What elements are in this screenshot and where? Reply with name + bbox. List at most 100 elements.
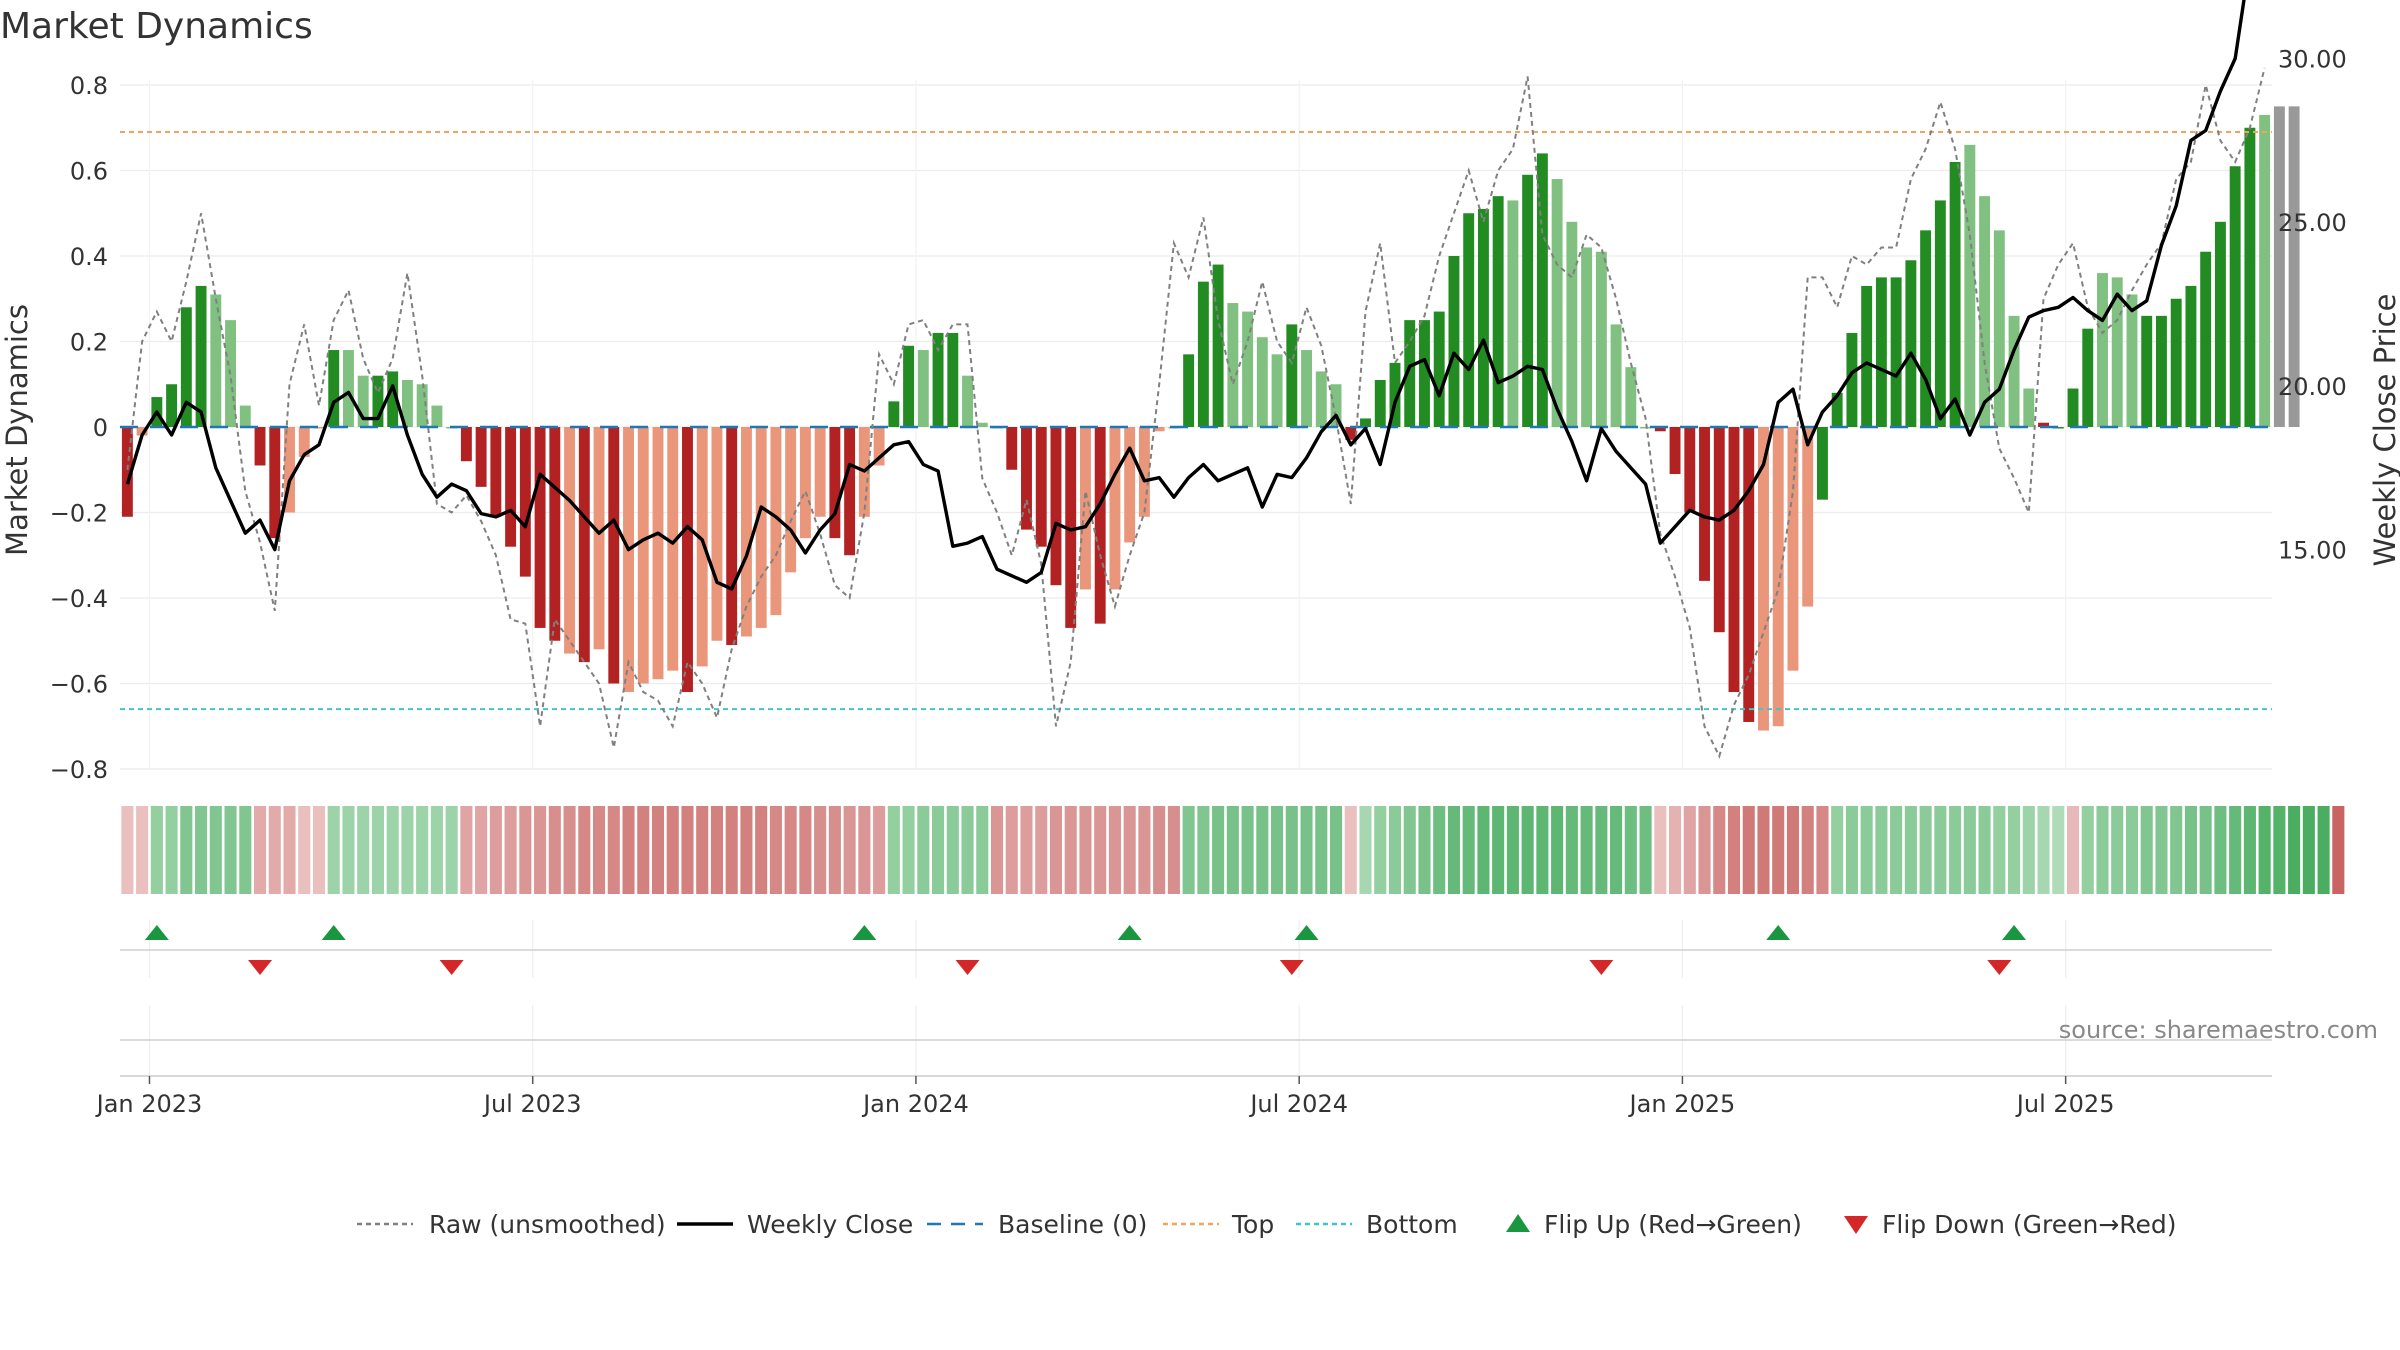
- regime-cell-8: [239, 806, 252, 894]
- regime-cell-52: [887, 806, 900, 894]
- bar-week-38: [682, 427, 693, 693]
- regime-cell-49: [843, 806, 856, 894]
- bar-week-9: [254, 427, 266, 466]
- bar-week-41: [726, 427, 738, 646]
- bar-week-3: [166, 384, 178, 427]
- left-tick-label: 0: [93, 414, 108, 442]
- regime-cell-11: [283, 806, 296, 894]
- regime-cell-80: [1300, 806, 1313, 894]
- regime-cell-89: [1433, 806, 1446, 894]
- regime-cell-13: [312, 806, 326, 894]
- bar-week-20: [416, 384, 428, 427]
- bar-week-89: [1433, 311, 1445, 427]
- regime-cell-97: [1551, 806, 1564, 894]
- regime-cell-107: [1698, 806, 1711, 894]
- legend: Raw (unsmoothed) Weekly Close Baseline (0)…: [357, 1210, 2177, 1239]
- regime-cell-78: [1271, 806, 1284, 894]
- regime-cell-46: [799, 806, 812, 894]
- bar-week-61: [1021, 427, 1032, 530]
- bar-week-146: [2273, 106, 2285, 427]
- bar-week-18: [387, 371, 399, 427]
- bar-week-56: [947, 332, 959, 427]
- regime-cell-131: [2052, 806, 2065, 894]
- regime-cell-51: [873, 806, 886, 894]
- regime-cell-115: [1816, 806, 1829, 894]
- regime-cell-27: [519, 806, 532, 894]
- bar-week-136: [2126, 294, 2138, 427]
- bar-week-117: [1846, 332, 1858, 427]
- regime-cell-150: [2332, 806, 2345, 894]
- bar-week-123: [1934, 200, 1946, 427]
- y-axis-label: Market Dynamics: [0, 304, 34, 556]
- regime-cell-58: [976, 806, 989, 894]
- bar-week-68: [1124, 427, 1136, 543]
- regime-cell-123: [1934, 806, 1947, 894]
- regime-cell-93: [1492, 806, 1505, 894]
- regime-cell-23: [460, 806, 473, 894]
- bar-week-28: [534, 427, 546, 628]
- regime-cell-12: [298, 806, 311, 894]
- x-tick-label: Jan 2024: [861, 1090, 969, 1118]
- bar-week-116: [1831, 392, 1843, 427]
- bar-week-48: [829, 427, 841, 539]
- flip-down-marker-2: [955, 960, 980, 975]
- bar-week-98: [1566, 221, 1578, 427]
- bar-week-109: [1728, 427, 1740, 693]
- regime-cell-54: [917, 806, 930, 894]
- bar-week-27: [519, 427, 531, 577]
- regime-cell-145: [2258, 806, 2271, 894]
- legend-label: Baseline (0): [998, 1210, 1147, 1239]
- regime-cell-30: [563, 806, 576, 894]
- regime-cell-126: [1978, 806, 1991, 894]
- flip-down-marker-5: [1987, 960, 2012, 975]
- regime-cell-108: [1713, 806, 1726, 894]
- regime-cell-70: [1153, 806, 1166, 894]
- bar-week-30: [564, 427, 576, 654]
- flip-up-marker-4: [1294, 925, 1319, 940]
- bar-week-15: [343, 350, 354, 427]
- bar-week-142: [2214, 221, 2226, 427]
- bar-week-113: [1787, 427, 1799, 671]
- bar-week-119: [1875, 277, 1887, 427]
- x-axis-ticks: Jan 2023 Jul 2023 Jan 2024 Jul 2024 Jan 2025…: [95, 1076, 2114, 1118]
- bar-week-13: [313, 427, 325, 429]
- bar-week-31: [578, 427, 590, 663]
- bar-week-72: [1183, 354, 1195, 427]
- regime-cell-103: [1639, 806, 1652, 894]
- bar-week-107: [1699, 427, 1710, 581]
- x-tick-label: Jul 2024: [1248, 1090, 1348, 1118]
- bar-week-101: [1610, 324, 1622, 427]
- regime-cell-137: [2140, 806, 2153, 894]
- bar-week-94: [1507, 200, 1519, 427]
- bar-week-100: [1595, 251, 1607, 427]
- regime-cell-29: [548, 806, 561, 894]
- regime-cell-72: [1182, 806, 1195, 894]
- flip-up-marker-5: [1766, 925, 1791, 940]
- bar-week-35: [637, 427, 649, 684]
- regime-cell-140: [2184, 806, 2197, 894]
- regime-cell-2: [150, 806, 163, 894]
- legend-label: Weekly Close: [747, 1210, 913, 1239]
- flip-up-marker-6: [2002, 925, 2027, 940]
- regime-cell-85: [1374, 806, 1387, 894]
- bar-week-120: [1890, 277, 1902, 427]
- regime-cell-65: [1079, 806, 1092, 894]
- bar-week-11: [284, 427, 295, 513]
- bar-week-143: [2229, 166, 2241, 427]
- regime-cell-32: [592, 806, 606, 894]
- regime-cell-119: [1875, 806, 1888, 894]
- regime-cell-117: [1845, 806, 1858, 894]
- regime-cell-109: [1727, 806, 1741, 894]
- flip-down-marker-4: [1589, 960, 1614, 975]
- regime-cell-102: [1624, 806, 1637, 894]
- bar-week-122: [1920, 230, 1932, 427]
- bar-week-114: [1802, 427, 1814, 607]
- regime-cell-91: [1462, 806, 1475, 894]
- raw-series-line: [126, 67, 2266, 759]
- bar-week-44: [770, 427, 782, 616]
- bar-week-42: [740, 427, 752, 637]
- regime-cell-120: [1890, 806, 1903, 894]
- regime-cell-5: [195, 806, 208, 894]
- bar-week-58: [976, 422, 988, 427]
- regime-cell-95: [1521, 806, 1534, 894]
